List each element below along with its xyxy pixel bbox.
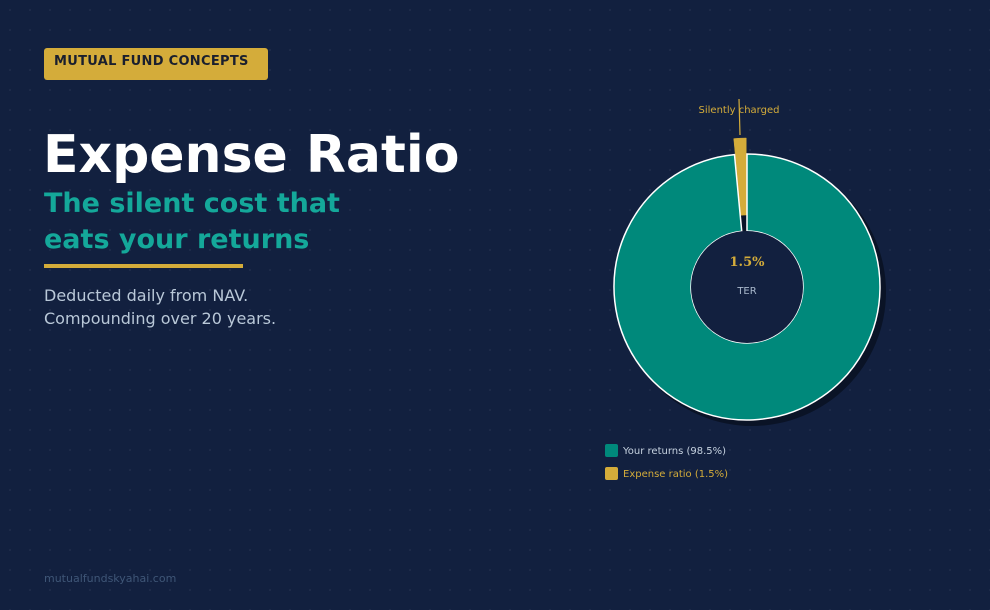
- legend-swatch-expense: [605, 467, 618, 480]
- description: Deducted daily from NAV. Compounding ove…: [44, 284, 276, 330]
- expense-ratio-slice: [733, 137, 747, 216]
- annotation-leader-line: [738, 98, 741, 136]
- description-line-1: Deducted daily from NAV.: [44, 286, 249, 305]
- expense-donut-chart: 1.5% TER Silently charged Your returns (98.…: [605, 98, 886, 480]
- center-value-label: 1.5%: [730, 255, 766, 270]
- legend-label-returns: Your returns (98.5%): [622, 446, 726, 457]
- title-underline: [44, 264, 243, 268]
- category-badge: MUTUAL FUND CONCEPTS: [44, 48, 268, 80]
- page-title: Expense Ratio: [43, 125, 460, 185]
- page-subtitle: The silent cost that eats your returns: [44, 186, 464, 258]
- legend-swatch-returns: [605, 444, 618, 457]
- subtitle-line-2: eats your returns: [44, 224, 310, 255]
- footer-site-url: mutualfundskyahai.com: [44, 572, 177, 585]
- subtitle-line-1: The silent cost that: [44, 188, 340, 219]
- legend-label-expense: Expense ratio (1.5%): [623, 469, 728, 480]
- annotation-label: Silently charged: [699, 105, 780, 116]
- donut-hole: [691, 231, 803, 343]
- center-ter-label: TER: [736, 286, 756, 297]
- description-line-2: Compounding over 20 years.: [44, 309, 277, 328]
